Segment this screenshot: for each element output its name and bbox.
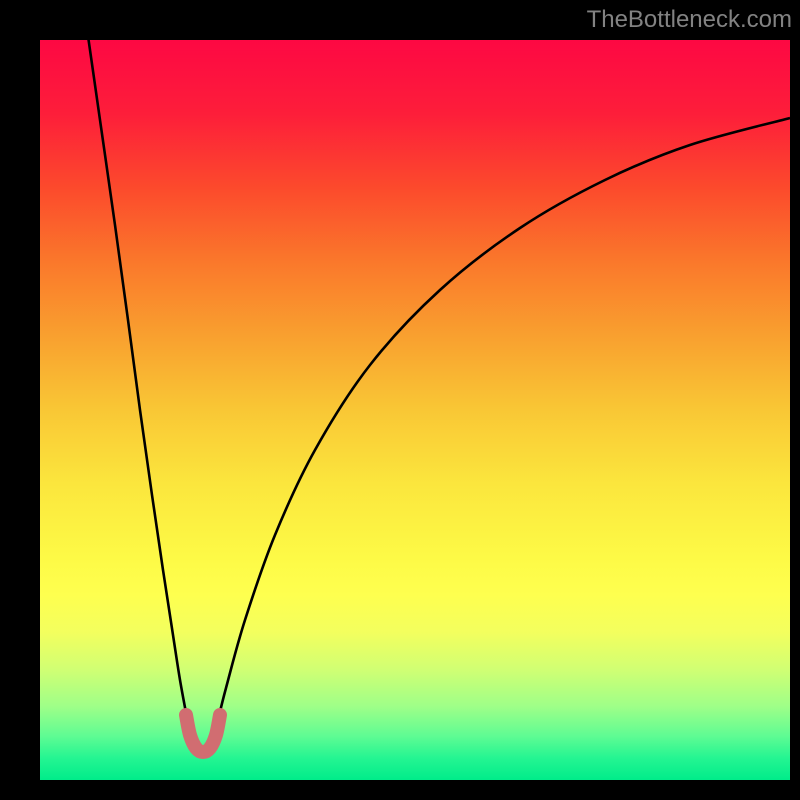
figure-container: TheBottleneck.com: [0, 0, 800, 800]
watermark-text: TheBottleneck.com: [587, 6, 792, 34]
gradient-background: [40, 40, 790, 780]
plot-area: [40, 40, 790, 780]
chart-svg: [40, 40, 790, 780]
